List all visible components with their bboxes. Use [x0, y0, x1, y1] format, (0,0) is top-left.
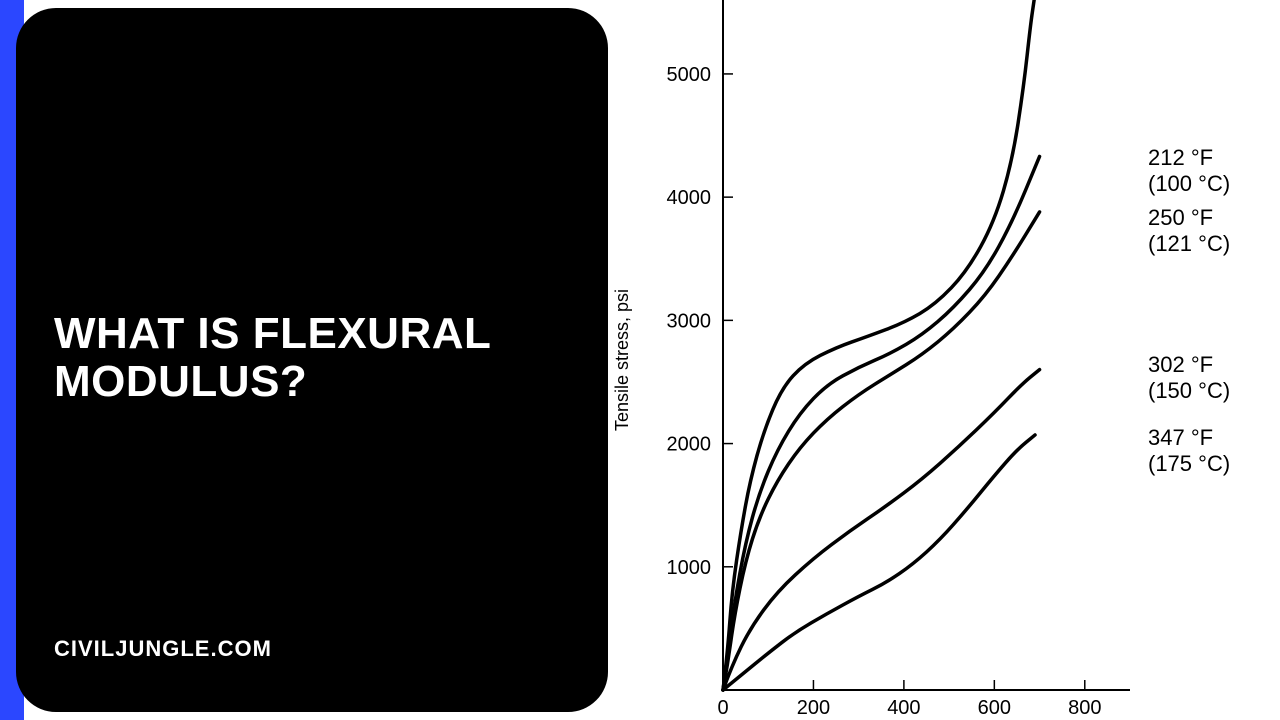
svg-text:200: 200 — [797, 697, 830, 719]
svg-text:347 °F: 347 °F — [1148, 425, 1213, 450]
svg-text:3000: 3000 — [667, 310, 712, 332]
svg-text:Tensile stress, psi: Tensile stress, psi — [612, 289, 632, 431]
svg-text:302 °F: 302 °F — [1148, 352, 1213, 377]
svg-text:(121 °C): (121 °C) — [1148, 231, 1230, 256]
svg-text:600: 600 — [978, 697, 1011, 719]
site-credit: CIVILJUNGLE.COM — [54, 636, 272, 662]
svg-text:2000: 2000 — [667, 434, 712, 456]
svg-text:800: 800 — [1068, 697, 1101, 719]
svg-text:(150 °C): (150 °C) — [1148, 378, 1230, 403]
main-title: WHAT IS FLEXURAL MODULUS? — [54, 310, 554, 407]
svg-text:250 °F: 250 °F — [1148, 205, 1213, 230]
svg-text:400: 400 — [887, 697, 920, 719]
svg-text:1000: 1000 — [667, 557, 712, 579]
svg-text:(175 °C): (175 °C) — [1148, 451, 1230, 476]
svg-text:4000: 4000 — [667, 187, 712, 209]
svg-text:(100 °C): (100 °C) — [1148, 171, 1230, 196]
svg-text:212 °F: 212 °F — [1148, 145, 1213, 170]
stress-strain-chart: 0 200 400 600 800 1000 2000 3000 4000 5000 Tensile… — [608, 0, 1280, 720]
svg-text:5000: 5000 — [667, 64, 712, 86]
svg-text:0: 0 — [717, 697, 728, 719]
